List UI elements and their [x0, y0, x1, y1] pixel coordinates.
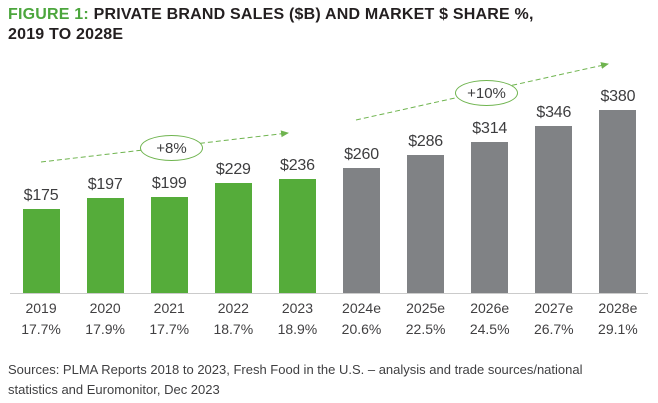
bar-column: $380: [586, 58, 650, 293]
bar-2022: [214, 183, 252, 293]
x-axis-share-label: 26.7%: [533, 321, 574, 337]
source-line-1: Sources: PLMA Reports 2018 to 2023, Fres…: [8, 362, 583, 377]
axis-label-group: 2020 17.9%: [73, 300, 137, 337]
bar-value-label: $175: [23, 187, 59, 204]
bar-column: $260: [329, 58, 393, 293]
axis-label-group: 2021 17.7%: [137, 300, 201, 337]
x-axis-year-label: 2019: [25, 300, 57, 316]
x-axis-year-label: 2021: [153, 300, 185, 316]
axis-label-group: 2022 18.7%: [201, 300, 265, 337]
bar-2026e: [471, 142, 509, 293]
bar-value-label: $260: [344, 146, 379, 163]
x-axis-share-label: 18.7%: [213, 321, 254, 337]
bar-column: $229: [201, 58, 265, 293]
x-axis-share-label: 18.9%: [277, 321, 318, 337]
bar-2019: [22, 209, 60, 293]
bar-column: $197: [73, 58, 137, 293]
x-axis-year-label: 2022: [217, 300, 249, 316]
growth-annotation-actual: +8%: [140, 135, 203, 161]
bar-value-label: $286: [408, 133, 443, 150]
x-axis-year-label: 2026e: [470, 300, 510, 316]
x-axis-share-label: 29.1%: [598, 321, 638, 337]
bar-value-label: $199: [151, 175, 187, 192]
bar-value-label: $229: [215, 161, 251, 178]
x-axis-share-label: 22.5%: [405, 321, 446, 337]
x-axis-year-label: 2020: [89, 300, 121, 316]
figure-title-line-2: 2019 TO 2028E: [8, 26, 124, 43]
bar-column: $236: [265, 58, 329, 293]
figure-title: FIGURE 1: PRIVATE BRAND SALES ($B) AND M…: [8, 5, 534, 45]
bar-value-label: $197: [87, 176, 123, 193]
axis-label-group: 2027e 26.7%: [522, 300, 586, 337]
bar-2021: [150, 197, 188, 293]
x-axis-share-label: 17.7%: [21, 321, 61, 337]
axis-labels-row: 2019 17.7% 2020 17.9% 2021 17.7% 2022 18.7% 2023…: [9, 300, 650, 337]
bar-2025e: [407, 155, 445, 293]
x-axis-year-label: 2023: [281, 300, 313, 316]
x-axis-share-label: 24.5%: [469, 321, 510, 337]
bar-column: $286: [394, 58, 458, 293]
axis-label-group: 2026e 24.5%: [458, 300, 522, 337]
x-axis-year-label: 2028e: [598, 300, 638, 316]
bar-2028e: [599, 110, 637, 293]
bar-value-label: $346: [536, 104, 572, 121]
bar-2027e: [535, 126, 573, 293]
figure-number-label: FIGURE 1:: [8, 6, 89, 23]
x-axis-share-label: 17.9%: [85, 321, 125, 337]
bar-columns: $175 $197 $199 $229 $236 $260 $286 $314 $346 $380: [9, 58, 650, 293]
figure-title-line-1: FIGURE 1: PRIVATE BRAND SALES ($B) AND M…: [8, 5, 534, 25]
bar-2023: [278, 179, 316, 293]
axis-label-group: 2025e 22.5%: [394, 300, 458, 337]
growth-annotation-estimate: +10%: [455, 80, 518, 106]
x-axis-line: [10, 293, 648, 294]
bar-value-label: $314: [472, 120, 508, 137]
axis-label-group: 2023 18.9%: [265, 300, 329, 337]
bar-value-label: $380: [600, 88, 636, 105]
figure-title-text: PRIVATE BRAND SALES ($B) AND MARKET $ SH…: [93, 6, 534, 23]
bar-column: $346: [522, 58, 586, 293]
bar-2024e: [343, 168, 381, 293]
bar-2020: [86, 198, 124, 293]
bar-value-label: $236: [280, 157, 315, 174]
bar-column: $175: [9, 58, 73, 293]
axis-label-group: 2024e 20.6%: [329, 300, 393, 337]
bar-column: $314: [458, 58, 522, 293]
x-axis-share-label: 20.6%: [341, 321, 382, 337]
x-axis-year-label: 2027e: [534, 300, 574, 316]
axis-label-group: 2019 17.7%: [9, 300, 73, 337]
x-axis-share-label: 17.7%: [149, 321, 190, 337]
source-note: Sources: PLMA Reports 2018 to 2023, Fres…: [8, 360, 653, 400]
x-axis-year-label: 2025e: [406, 300, 446, 316]
axis-label-group: 2028e 29.1%: [586, 300, 650, 337]
source-line-2: statistics and Euromonitor, Dec 2023: [8, 382, 220, 397]
x-axis-year-label: 2024e: [342, 300, 381, 316]
bar-column: $199: [137, 58, 201, 293]
